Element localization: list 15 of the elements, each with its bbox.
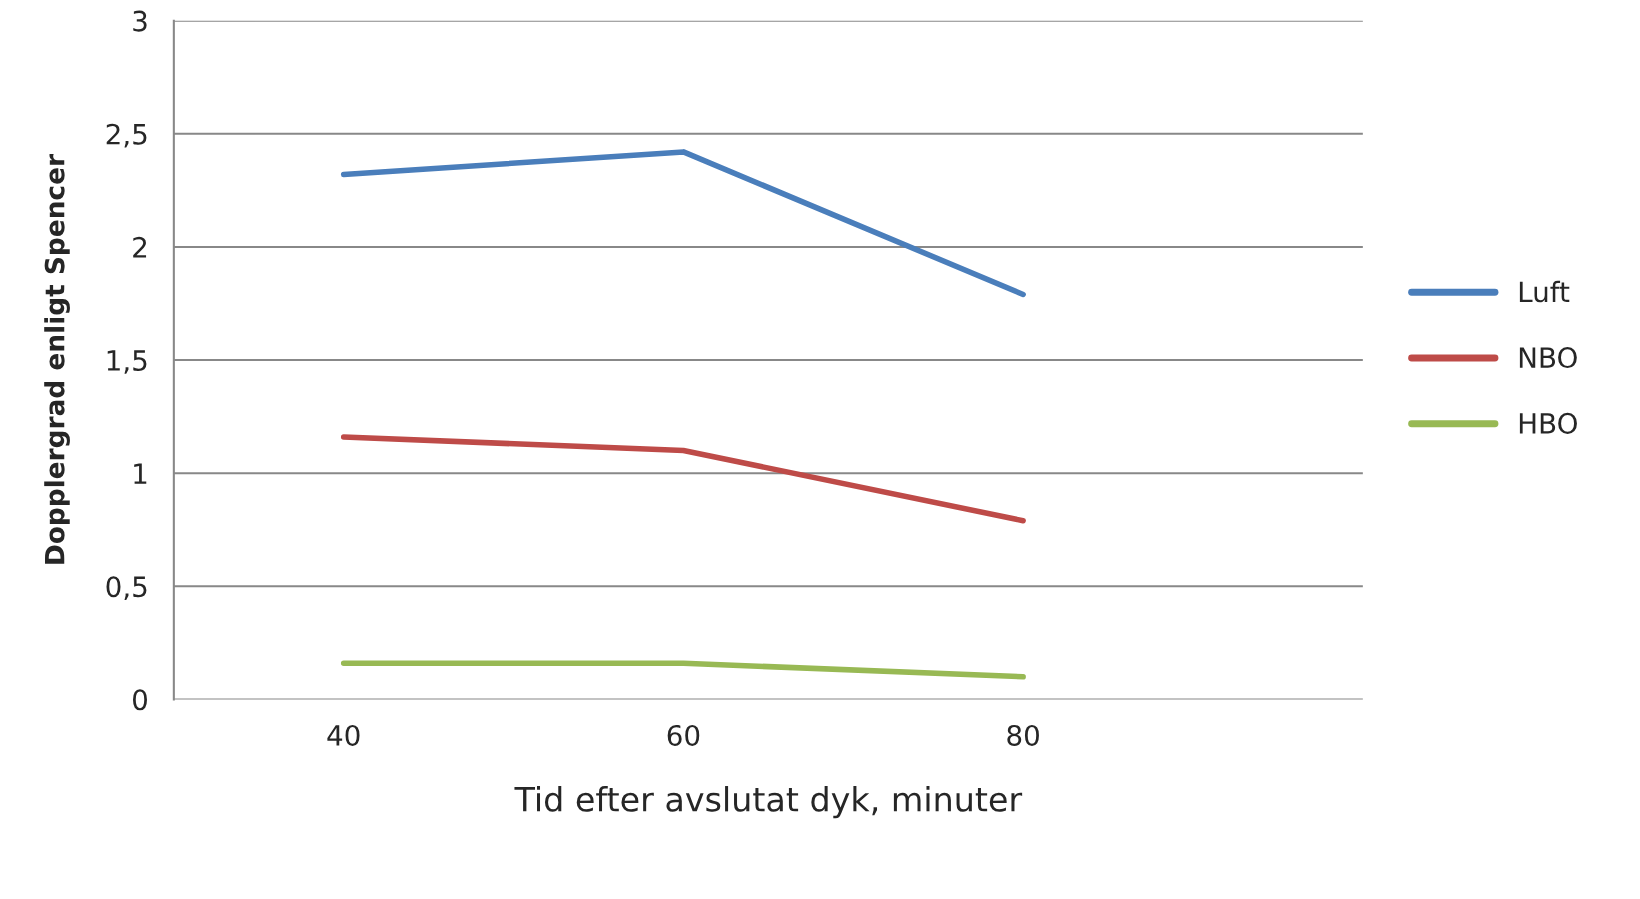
y-tick-label: 1,5 xyxy=(107,350,147,374)
y-tick-label: 1 xyxy=(134,463,147,484)
legend-label: Luft xyxy=(1519,280,1570,303)
y-tick-label: 3 xyxy=(133,10,147,32)
y-tick-label: 2 xyxy=(133,236,147,258)
legend-label: NBO xyxy=(1519,347,1577,369)
legend-label: HBO xyxy=(1519,412,1577,434)
y-tick-label: 2,5 xyxy=(106,123,147,148)
y-tick-label: 0 xyxy=(133,689,147,711)
x-tick-label: 40 xyxy=(327,724,360,746)
x-tick-label: 60 xyxy=(667,724,700,746)
x-tick-label: 80 xyxy=(1007,724,1039,746)
x-axis-title: Tid efter avslutat dyk, minuter xyxy=(514,786,1023,819)
y-tick-label: 0,5 xyxy=(106,576,147,601)
y-axis-title: Dopplergrad enligt Spencer xyxy=(44,154,70,564)
